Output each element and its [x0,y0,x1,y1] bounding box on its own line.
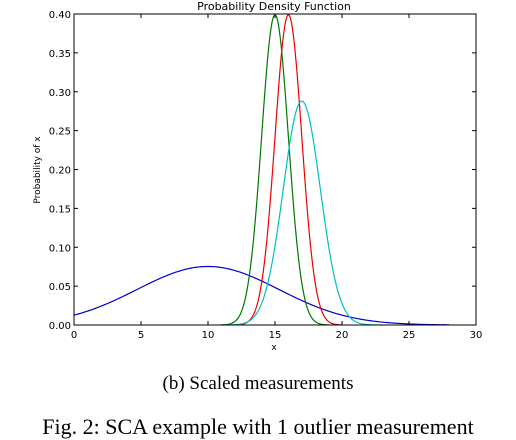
y-tick-label: 0.15 [49,204,71,215]
y-axis-title: Probability of x [33,136,43,204]
y-tick-label: 0.30 [49,88,71,99]
x-tick-label: 5 [138,330,144,341]
series-line-2 [221,14,329,326]
subcaption: (b) Scaled measurements [162,373,354,394]
y-tick-label: 0.00 [49,321,71,332]
x-axis-title: x [271,343,277,353]
x-tick-label: 30 [470,330,483,341]
x-tick-label: 25 [403,330,416,341]
plot-frame [73,13,477,326]
x-tick-label: 10 [202,330,215,341]
y-tick-label: 0.35 [49,49,71,60]
y-tick-label: 0.25 [49,127,71,138]
chart: Probability Density Function Probability… [33,0,483,353]
x-tick-label: 15 [269,330,282,341]
y-tick-label: 0.05 [49,282,71,293]
figure-caption: Fig. 2: SCA example with 1 outlier measu… [42,414,474,439]
x-tick-label: 0 [71,330,77,341]
y-tick-label: 0.40 [49,10,71,21]
y-tick-label: 0.20 [49,166,71,177]
x-tick-label: 20 [336,330,349,341]
series-line-4 [221,100,383,326]
chart-title: Probability Density Function [197,0,351,13]
series-line-3 [234,14,343,326]
y-tick-label: 0.10 [49,243,71,254]
series-line-1 [73,265,450,326]
